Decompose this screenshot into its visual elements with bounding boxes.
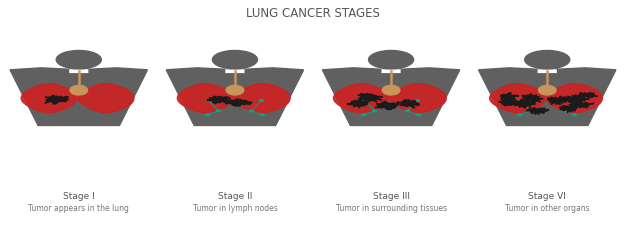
Text: Stage III: Stage III <box>372 191 409 200</box>
Text: LUNG CANCER STAGES: LUNG CANCER STAGES <box>246 7 380 20</box>
Circle shape <box>259 100 264 102</box>
Polygon shape <box>225 66 244 69</box>
Polygon shape <box>347 100 368 108</box>
Polygon shape <box>567 95 589 103</box>
Circle shape <box>372 111 377 112</box>
Circle shape <box>260 115 265 116</box>
Polygon shape <box>560 106 577 114</box>
Text: Stage II: Stage II <box>218 191 252 200</box>
Polygon shape <box>10 69 148 126</box>
Circle shape <box>249 111 254 112</box>
Polygon shape <box>21 84 77 113</box>
Polygon shape <box>69 66 88 69</box>
Ellipse shape <box>369 51 414 69</box>
Polygon shape <box>334 84 389 113</box>
Circle shape <box>205 115 210 116</box>
Polygon shape <box>515 101 536 108</box>
Circle shape <box>562 111 566 112</box>
Text: Tumor in other organs: Tumor in other organs <box>505 203 590 212</box>
Polygon shape <box>526 108 549 115</box>
Circle shape <box>207 100 210 102</box>
Polygon shape <box>569 102 594 108</box>
Polygon shape <box>322 69 459 126</box>
Circle shape <box>361 115 366 116</box>
Ellipse shape <box>56 51 101 69</box>
Polygon shape <box>520 95 543 104</box>
Text: Stage VI: Stage VI <box>528 191 566 200</box>
Circle shape <box>406 111 409 112</box>
Circle shape <box>518 115 522 116</box>
Polygon shape <box>579 93 597 99</box>
Text: Tumor in surrounding tissues: Tumor in surrounding tissues <box>336 203 446 212</box>
Ellipse shape <box>226 86 244 96</box>
Circle shape <box>416 115 421 116</box>
Ellipse shape <box>212 51 257 69</box>
Polygon shape <box>167 69 304 126</box>
Polygon shape <box>538 66 557 69</box>
Circle shape <box>217 111 220 112</box>
Polygon shape <box>358 94 382 103</box>
Polygon shape <box>396 100 419 109</box>
Polygon shape <box>547 97 570 105</box>
Circle shape <box>528 111 533 112</box>
Circle shape <box>416 100 419 102</box>
Polygon shape <box>177 84 233 113</box>
Circle shape <box>362 100 367 102</box>
Polygon shape <box>490 84 545 113</box>
Text: Tumor in lymph nodes: Tumor in lymph nodes <box>193 203 277 212</box>
Ellipse shape <box>70 86 88 96</box>
Circle shape <box>519 100 523 102</box>
Polygon shape <box>375 101 399 110</box>
Polygon shape <box>235 84 290 113</box>
Polygon shape <box>207 97 230 104</box>
Ellipse shape <box>538 86 556 96</box>
Text: Stage I: Stage I <box>63 191 95 200</box>
Polygon shape <box>78 84 134 113</box>
Polygon shape <box>499 99 520 106</box>
Polygon shape <box>391 84 446 113</box>
Ellipse shape <box>382 86 400 96</box>
Circle shape <box>573 115 577 116</box>
Polygon shape <box>45 96 69 105</box>
Polygon shape <box>478 69 616 126</box>
Polygon shape <box>382 66 401 69</box>
Polygon shape <box>500 93 518 100</box>
Text: Tumor appears in the lung: Tumor appears in the lung <box>28 203 129 212</box>
Ellipse shape <box>525 51 570 69</box>
Polygon shape <box>223 99 252 107</box>
Polygon shape <box>546 84 602 113</box>
Circle shape <box>572 100 576 102</box>
